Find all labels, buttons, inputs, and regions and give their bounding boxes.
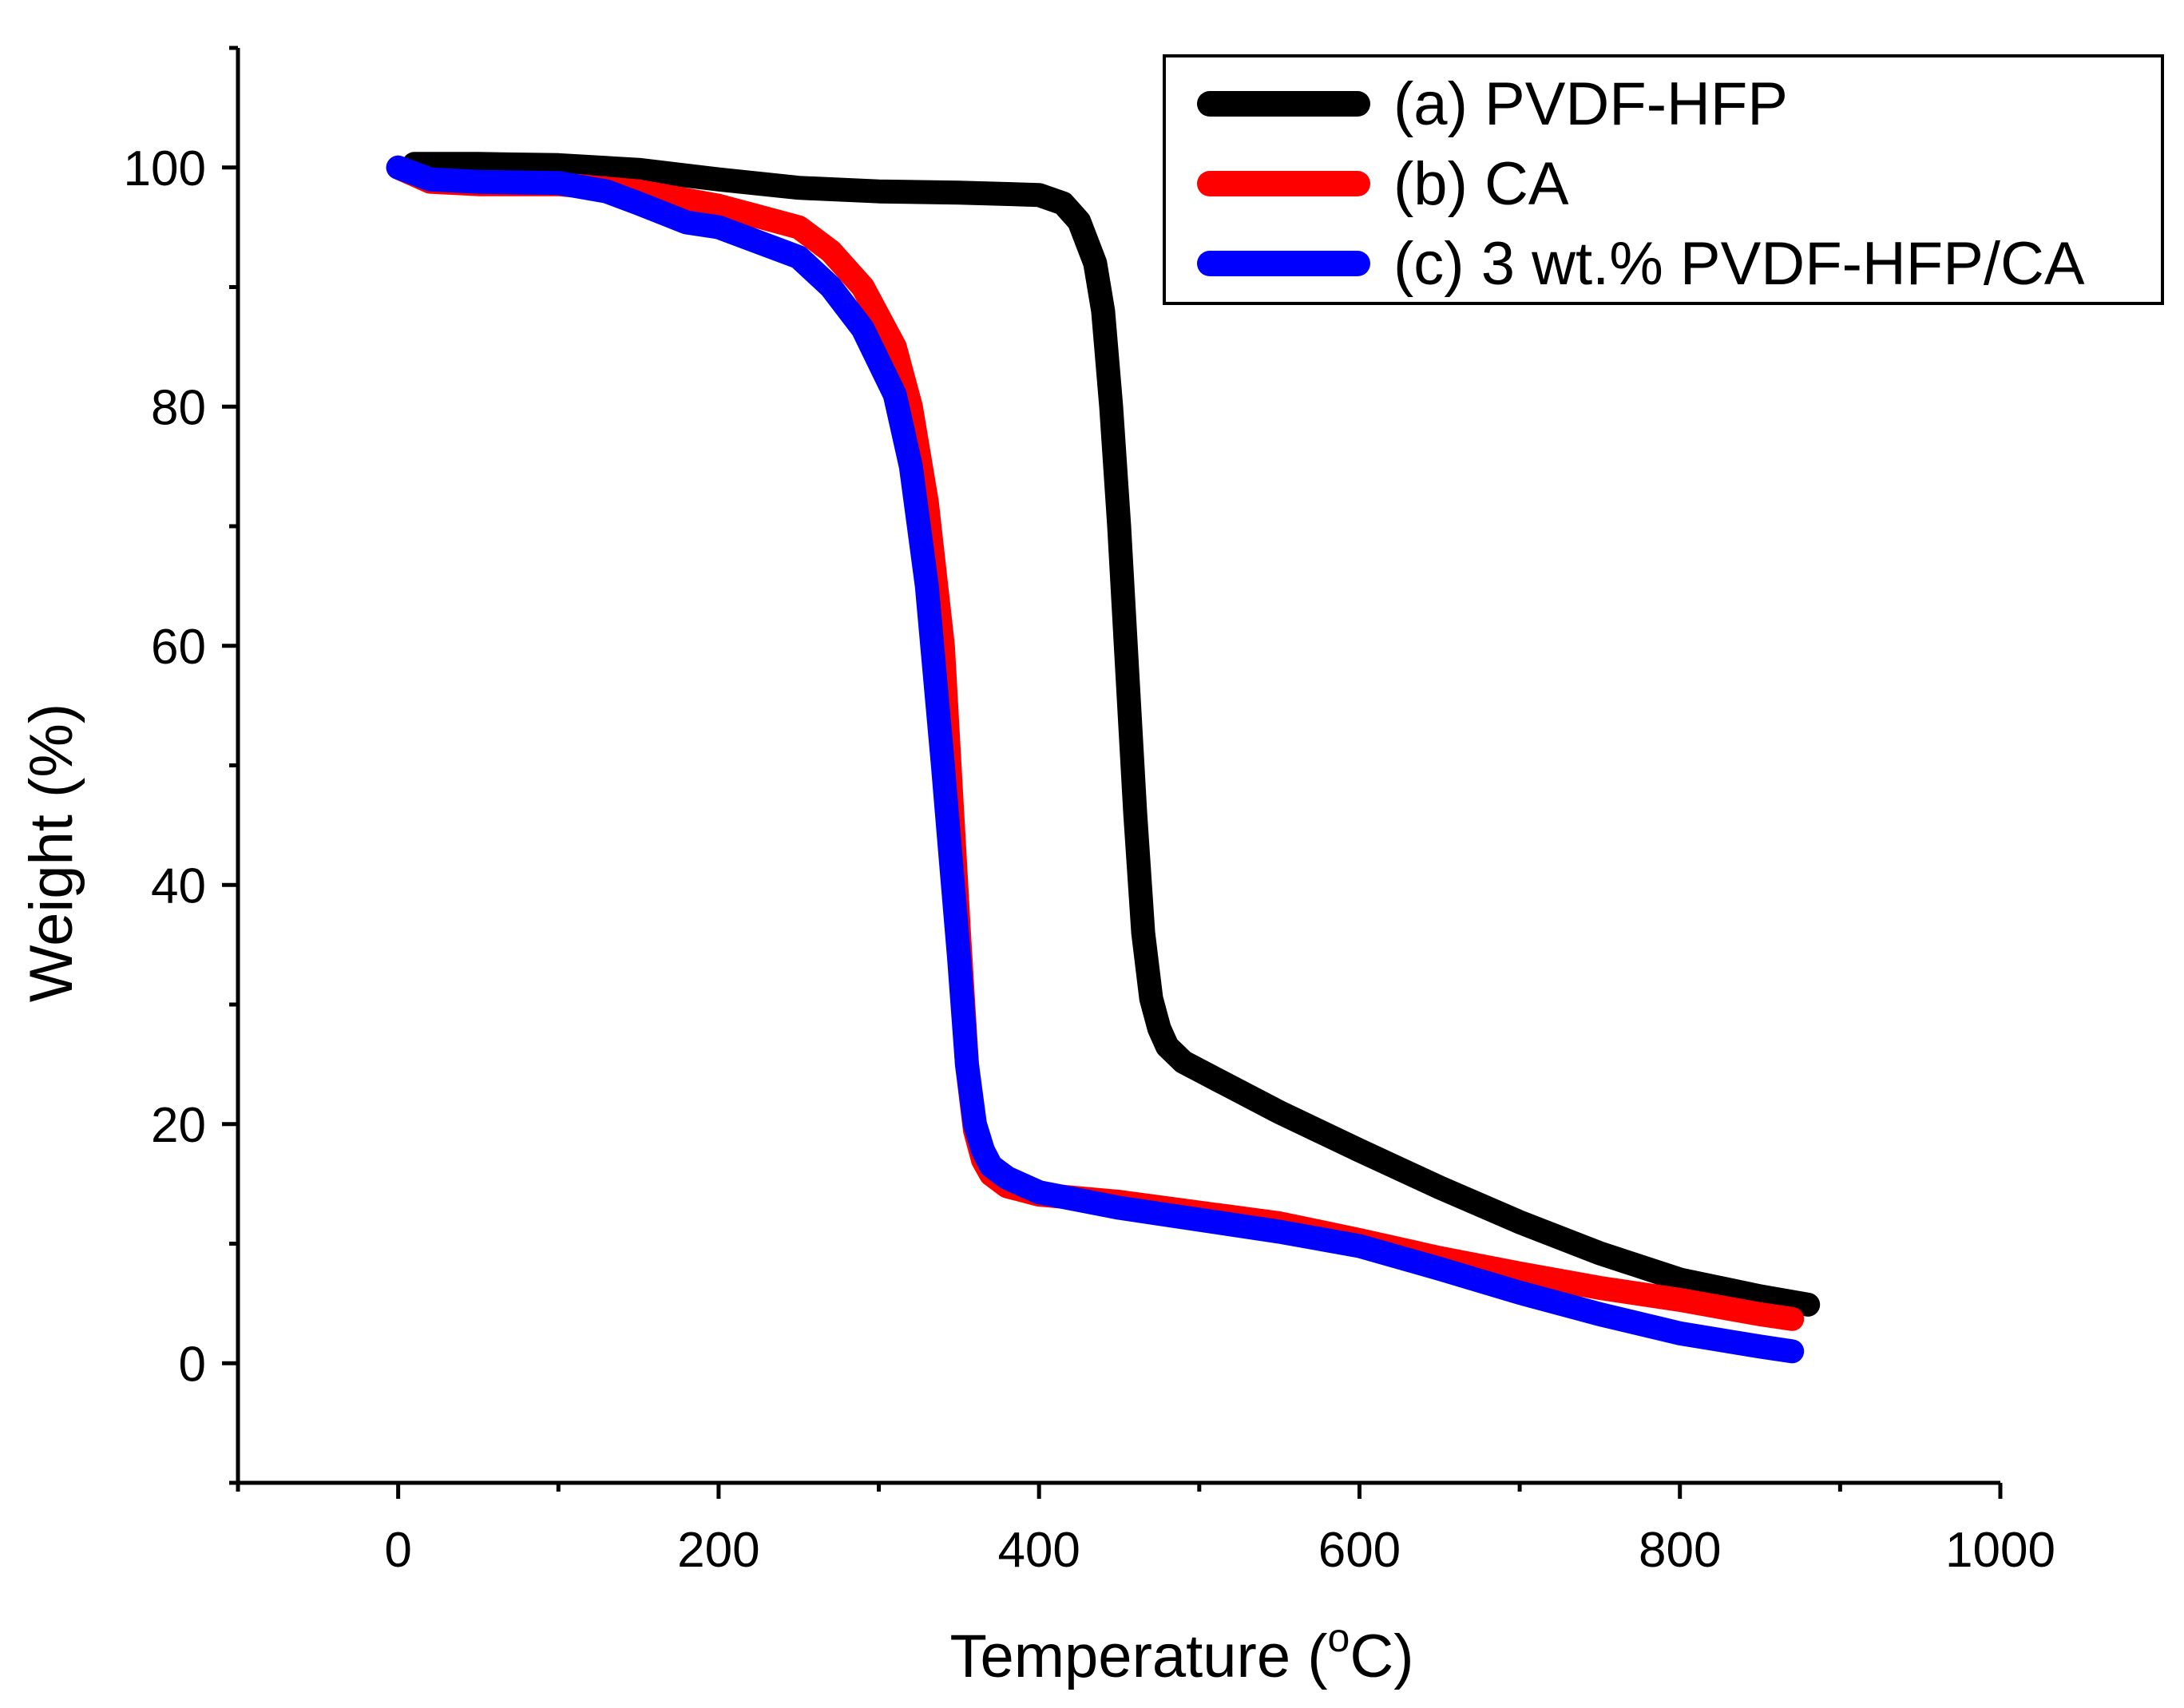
x-axis-title: Temperature (oC) — [949, 1615, 1413, 1690]
series-line-pvdf-hfp — [402, 152, 1821, 1317]
series-layer — [386, 152, 1821, 1364]
y-tick-label: 0 — [179, 1337, 206, 1392]
tick-layer: 0 200 400 600 800 1000 0 20 40 60 80 100 — [124, 46, 2055, 1578]
y-tick-label: 40 — [151, 858, 206, 913]
series-line-composite — [386, 155, 1805, 1364]
y-tick-label: 20 — [151, 1098, 206, 1153]
legend-label-composite: (c) 3 wt.% PVDF-HFP/CA — [1393, 230, 2085, 298]
y-tick-label: 80 — [151, 380, 206, 435]
x-tick-label: 600 — [1318, 1523, 1401, 1578]
y-axis-title: Weight (%) — [18, 703, 85, 1002]
x-tick-label: 0 — [384, 1523, 411, 1578]
legend: (a) PVDF-HFP (b) CA (c) 3 wt.% PVDF-HFP/… — [1163, 54, 2164, 305]
y-tick-label: 100 — [124, 141, 206, 196]
x-tick-label: 1000 — [1945, 1523, 2055, 1578]
legend-label-ca: (b) CA — [1393, 150, 1569, 218]
y-tick-label: 60 — [151, 620, 206, 675]
x-tick-label: 800 — [1639, 1523, 1721, 1578]
legend-label-pvdf-hfp: (a) PVDF-HFP — [1393, 70, 1788, 138]
degree-superscript: o — [1328, 1615, 1350, 1660]
x-tick-label: 400 — [997, 1523, 1080, 1578]
x-tick-label: 200 — [677, 1523, 759, 1578]
